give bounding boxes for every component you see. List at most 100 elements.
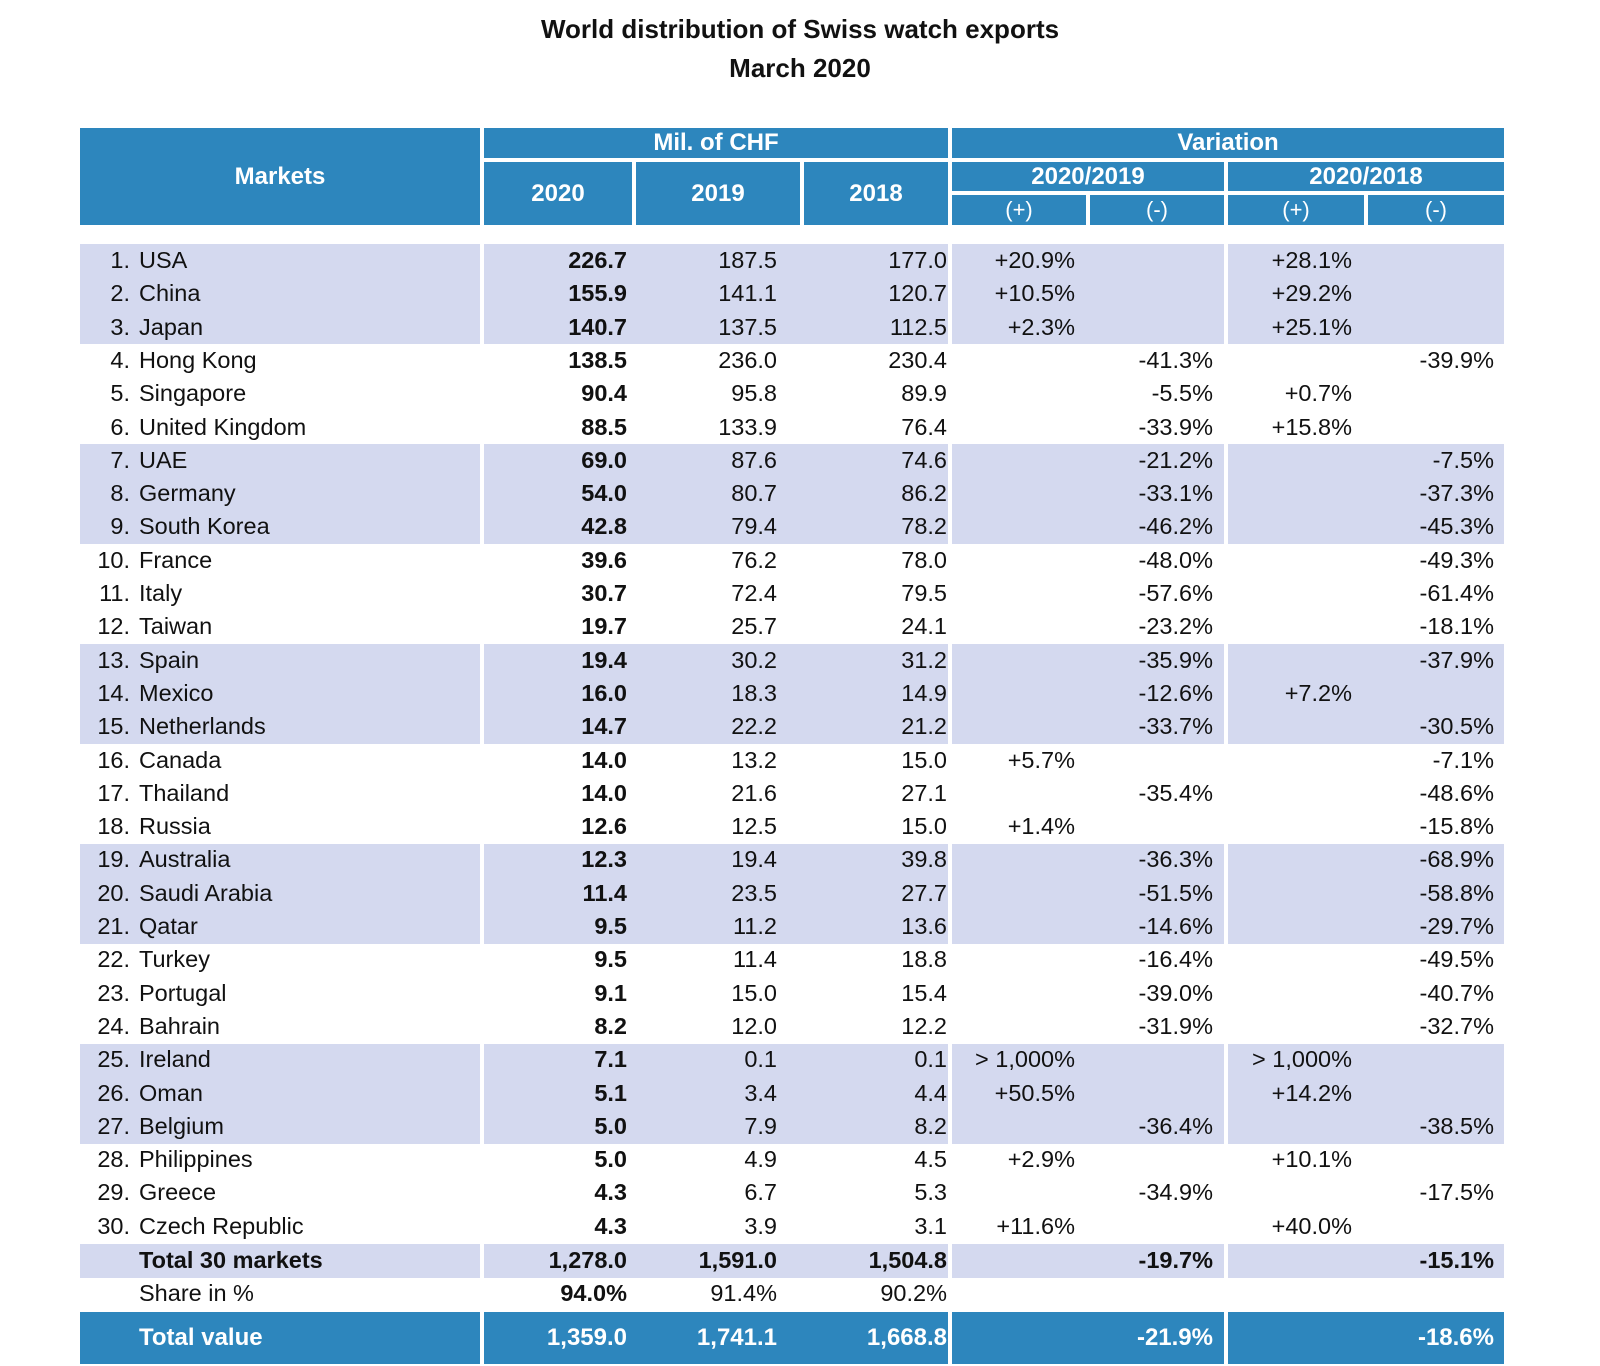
rank-cell: 25. xyxy=(97,1046,130,1073)
variation-2019-minus: -41.3% xyxy=(1138,346,1213,373)
title-line-2: March 2020 xyxy=(729,53,871,83)
market-name: Belgium xyxy=(139,1112,224,1139)
value-2020: 4.3 xyxy=(594,1212,627,1239)
rank-cell: 21. xyxy=(97,913,130,939)
header-2018: 2018 xyxy=(804,162,948,225)
value-2020: 19.4 xyxy=(581,646,627,673)
variation-2019-minus: -14.6% xyxy=(1138,913,1213,939)
total-30-var-2018: -15.1% xyxy=(1419,1247,1494,1273)
value-2020: 140.7 xyxy=(568,313,627,340)
variation-2019-plus: > 1,000% xyxy=(975,1046,1075,1073)
market-name: France xyxy=(139,546,213,573)
total-30-row: Total 30 markets 1,278.0 1,591.0 1,504.8… xyxy=(0,1244,1600,1277)
variation-2019-minus: -33.7% xyxy=(1138,713,1213,740)
variation-2018-minus: -15.8% xyxy=(1419,813,1494,840)
rank-cell: 13. xyxy=(97,646,130,673)
variation-2019-minus: -34.9% xyxy=(1138,1179,1213,1206)
header-variation-2020-2019: 2020/2019 xyxy=(952,162,1224,191)
column-divider xyxy=(1224,243,1228,1313)
value-2018: 39.8 xyxy=(901,846,947,873)
rank-cell: 7. xyxy=(110,446,130,473)
value-2020: 226.7 xyxy=(568,247,627,273)
variation-2019-minus: -35.4% xyxy=(1138,779,1213,806)
value-2018: 230.4 xyxy=(888,346,947,373)
variation-2018-minus: -29.7% xyxy=(1419,913,1494,939)
value-2018: 0.1 xyxy=(914,1046,947,1073)
market-name: Greece xyxy=(139,1179,217,1206)
value-2020: 14.7 xyxy=(581,713,627,740)
total-value-var-2019: -21.9% xyxy=(1136,1324,1213,1351)
variation-2019-minus: -21.2% xyxy=(1138,446,1213,473)
value-2020: 90.4 xyxy=(581,380,627,407)
header-markets: Markets xyxy=(80,128,480,225)
rank-cell: 19. xyxy=(97,846,130,873)
table-row: 13. Spain 19.4 30.2 31.2 -35.9% -37.9% xyxy=(0,644,1600,677)
table-row: 8. Germany 54.0 80.7 86.2 -33.1% -37.3% xyxy=(0,477,1600,510)
table-row: 23. Portugal 9.1 15.0 15.4 -39.0% -40.7% xyxy=(0,977,1600,1010)
table-row: 7. UAE 69.0 87.6 74.6 -21.2% -7.5% xyxy=(0,444,1600,477)
value-2018: 27.7 xyxy=(901,879,947,906)
value-2019: 11.2 xyxy=(733,913,777,939)
value-2020: 5.0 xyxy=(594,1112,627,1139)
market-name: Singapore xyxy=(139,380,247,407)
value-2019: 4.9 xyxy=(744,1146,777,1173)
value-2019: 95.8 xyxy=(731,380,777,407)
value-2018: 15.0 xyxy=(901,746,947,773)
value-2018: 78.2 xyxy=(901,513,947,540)
variation-2018-minus: -17.5% xyxy=(1419,1179,1494,1206)
variation-2018-minus: -58.8% xyxy=(1419,879,1494,906)
value-2020: 9.1 xyxy=(594,979,627,1006)
header-minus-2018: (-) xyxy=(1368,195,1504,225)
variation-2019-minus: -23.2% xyxy=(1138,613,1213,640)
market-name: Taiwan xyxy=(139,613,213,640)
value-2018: 31.2 xyxy=(901,646,947,673)
table-row: 18. Russia 12.6 12.5 15.0 +1.4% -15.8% xyxy=(0,810,1600,843)
variation-2019-minus: -35.9% xyxy=(1138,646,1213,673)
band xyxy=(80,1244,1504,1278)
value-2020: 19.7 xyxy=(581,613,627,640)
rank-cell: 6. xyxy=(110,413,130,440)
value-2018: 27.1 xyxy=(901,779,947,806)
rank-cell: 24. xyxy=(97,1012,130,1039)
table-row: 17. Thailand 14.0 21.6 27.1 -35.4% -48.6% xyxy=(0,777,1600,810)
table-row: 12. Taiwan 19.7 25.7 24.1 -23.2% -18.1% xyxy=(0,610,1600,643)
rank-cell: 22. xyxy=(97,946,130,973)
value-2018: 21.2 xyxy=(901,713,947,740)
variation-2018-minus: -32.7% xyxy=(1419,1012,1494,1039)
share-2018: 90.2% xyxy=(880,1280,947,1306)
band xyxy=(80,844,1504,944)
variation-2018-minus: -45.3% xyxy=(1419,513,1494,540)
market-name: Netherlands xyxy=(139,713,266,740)
header-plus-2019: (+) xyxy=(952,195,1086,225)
band xyxy=(80,644,1504,744)
market-name: Bahrain xyxy=(139,1012,220,1039)
rank-cell: 30. xyxy=(97,1212,130,1239)
variation-2019-plus: +20.9% xyxy=(994,247,1075,273)
table-row: 30. Czech Republic 4.3 3.9 3.1 +11.6% +40.0% xyxy=(0,1210,1600,1243)
column-divider xyxy=(1224,1312,1228,1364)
rank-cell: 17. xyxy=(97,779,130,806)
variation-2018-minus: -18.1% xyxy=(1419,613,1494,640)
header-mil-chf: Mil. of CHF xyxy=(484,128,948,158)
value-2018: 76.4 xyxy=(901,413,947,440)
table-row: 25. Ireland 7.1 0.1 0.1 > 1,000% > 1,000% xyxy=(0,1043,1600,1076)
rank-cell: 18. xyxy=(97,813,130,840)
table-row: 3. Japan 140.7 137.5 112.5 +2.3% +25.1% xyxy=(0,311,1600,344)
table-row: 16. Canada 14.0 13.2 15.0 +5.7% -7.1% xyxy=(0,744,1600,777)
market-name: Hong Kong xyxy=(139,346,257,373)
variation-2019-plus: +11.6% xyxy=(996,1212,1075,1239)
variation-2018-plus: +0.7% xyxy=(1284,380,1352,407)
market-name: Thailand xyxy=(139,779,230,806)
market-name: Portugal xyxy=(139,979,227,1006)
value-2020: 5.0 xyxy=(594,1146,627,1173)
value-2019: 22.2 xyxy=(731,713,777,740)
value-2020: 16.0 xyxy=(581,679,627,706)
value-2019: 137.5 xyxy=(718,313,777,340)
value-2019: 25.7 xyxy=(731,613,777,640)
rank-cell: 15. xyxy=(97,713,130,740)
rank-cell: 8. xyxy=(110,480,130,507)
value-2019: 3.4 xyxy=(744,1079,777,1106)
value-2019: 3.9 xyxy=(744,1212,777,1239)
variation-2018-minus: -7.1% xyxy=(1432,746,1494,773)
share-2020: 94.0% xyxy=(560,1280,627,1306)
